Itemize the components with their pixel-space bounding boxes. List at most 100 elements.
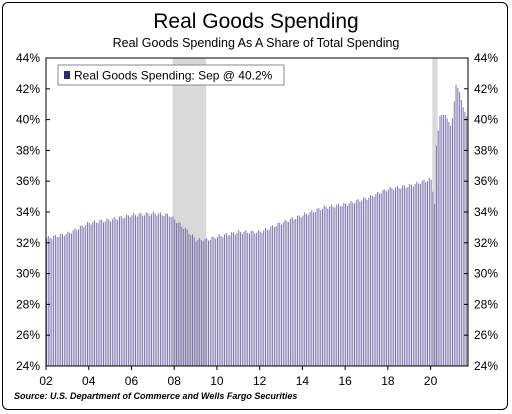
bar	[151, 214, 153, 366]
bar	[329, 206, 331, 366]
bar	[412, 186, 414, 366]
bar	[362, 197, 364, 366]
bar	[297, 215, 299, 366]
bar	[396, 185, 398, 366]
chart-subtitle: Real Goods Spending As A Share of Total …	[112, 36, 400, 50]
bar	[373, 196, 375, 366]
bar	[161, 215, 163, 366]
bar	[215, 238, 217, 366]
bar	[307, 214, 309, 366]
bar	[279, 222, 281, 366]
bar	[227, 235, 229, 366]
bar	[224, 234, 226, 366]
bar	[78, 229, 80, 366]
bar	[126, 214, 128, 366]
bar	[243, 231, 245, 366]
x-tick-label: 20	[424, 374, 438, 388]
bar	[181, 226, 183, 366]
bar	[466, 116, 468, 366]
bar	[354, 203, 356, 366]
bar	[257, 230, 259, 366]
bar	[346, 205, 348, 366]
x-tick-label: 18	[381, 374, 395, 388]
bar	[457, 88, 459, 366]
bar	[250, 230, 252, 366]
bar	[232, 232, 234, 366]
bar	[92, 221, 94, 366]
bar	[234, 234, 236, 366]
bar	[423, 179, 425, 366]
bar	[247, 232, 249, 366]
bar	[293, 219, 295, 366]
bar	[104, 221, 106, 366]
bar	[197, 239, 199, 366]
bar	[193, 237, 195, 366]
bar	[190, 235, 192, 366]
bar	[357, 199, 359, 366]
bar	[284, 219, 286, 366]
bar	[236, 232, 238, 366]
y-tick-label: 26%	[474, 328, 498, 342]
bar	[74, 228, 76, 366]
bar	[309, 212, 311, 366]
y-tick-label: 30%	[474, 267, 498, 281]
x-tick-label: 08	[168, 374, 182, 388]
x-tick-label: 16	[338, 374, 352, 388]
bar	[272, 225, 274, 366]
bar	[90, 224, 92, 366]
y-tick-label: 40%	[16, 113, 40, 127]
bar	[184, 227, 186, 366]
bar	[398, 188, 400, 366]
bar	[163, 216, 165, 366]
bar	[409, 184, 411, 366]
bar	[102, 222, 104, 366]
bar	[282, 222, 284, 366]
bar	[211, 236, 213, 366]
x-tick-label: 10	[210, 374, 224, 388]
bar	[386, 191, 388, 366]
bar	[395, 187, 396, 366]
bar	[183, 229, 185, 366]
bar	[49, 237, 51, 366]
y-tick-label: 36%	[16, 174, 40, 188]
bar	[295, 218, 297, 366]
bar	[213, 236, 215, 366]
bar	[199, 237, 201, 366]
bar	[170, 217, 172, 366]
bar	[370, 194, 372, 366]
bar	[240, 231, 242, 366]
bar	[428, 178, 430, 366]
bar	[67, 231, 69, 366]
bar	[127, 215, 129, 366]
bar	[327, 208, 329, 366]
bar	[83, 227, 85, 366]
bar	[206, 238, 208, 366]
chart-source: Source: U.S. Department of Commerce and …	[14, 391, 298, 401]
bar	[382, 189, 384, 366]
y-tick-label: 42%	[16, 82, 40, 96]
bar	[85, 225, 87, 366]
y-tick-label: 30%	[16, 267, 40, 281]
bar	[172, 216, 174, 366]
bar	[120, 215, 122, 366]
y-tick-label: 44%	[16, 51, 40, 65]
bar	[177, 222, 179, 366]
bar	[448, 122, 450, 367]
bar	[387, 189, 389, 366]
bar	[266, 229, 268, 366]
bar	[69, 232, 71, 366]
y-tick-label: 28%	[16, 297, 40, 311]
bar	[58, 236, 60, 366]
bar	[138, 213, 140, 366]
bar	[95, 222, 97, 366]
bar	[305, 213, 307, 366]
bar	[101, 219, 103, 366]
bar	[81, 225, 83, 366]
bar	[254, 233, 256, 366]
bar	[259, 231, 261, 366]
bar	[407, 186, 409, 366]
bar	[330, 204, 332, 366]
bar	[364, 197, 366, 366]
bar	[393, 189, 395, 366]
